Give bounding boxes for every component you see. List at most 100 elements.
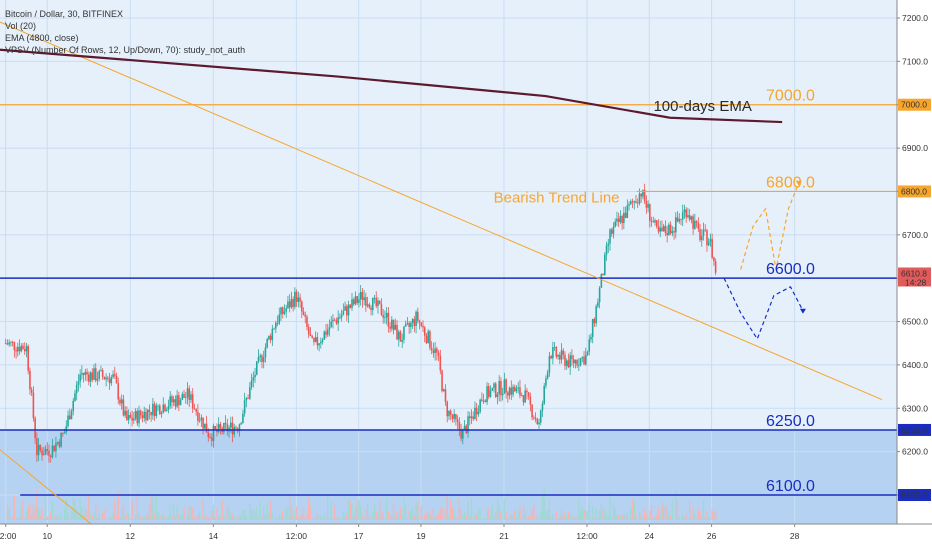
candle-body: [277, 323, 279, 324]
candle-body: [507, 392, 509, 395]
volume-bar: [216, 508, 217, 520]
candle-body: [278, 314, 280, 323]
volume-bar: [436, 515, 437, 520]
volume-bar: [145, 515, 146, 520]
candle-body: [306, 317, 308, 327]
volume-bar: [654, 517, 655, 520]
price-tick-label: 6400.0: [902, 360, 928, 370]
candle-body: [590, 337, 592, 339]
candle-body: [363, 297, 365, 300]
candle-body: [559, 355, 561, 360]
candle-body: [607, 243, 609, 245]
candle-body: [263, 357, 265, 362]
candle-body: [659, 228, 661, 232]
candle-body: [561, 350, 563, 359]
volume-bar: [561, 510, 562, 520]
volume-bar: [329, 519, 330, 520]
volume-bar: [647, 518, 648, 520]
candle-body: [351, 299, 353, 307]
candle-body: [304, 315, 306, 317]
candle-body: [498, 381, 500, 394]
candle-body: [138, 411, 140, 424]
volume-bar: [10, 519, 11, 520]
volume-bar: [358, 500, 359, 520]
candle-body: [668, 225, 670, 236]
candle-body: [57, 442, 59, 443]
volume-bar: [692, 507, 693, 520]
volume-bar: [504, 499, 505, 520]
volume-bar: [569, 513, 570, 520]
candle-body: [375, 298, 377, 306]
candle-body: [382, 315, 384, 318]
volume-bar: [505, 512, 506, 520]
volume-bar: [331, 501, 332, 520]
volume-bar: [142, 518, 143, 520]
volume-bar: [440, 509, 441, 520]
candle-body: [22, 346, 24, 349]
volume-bar: [542, 495, 543, 520]
candle-body: [526, 391, 528, 393]
candle-body: [419, 321, 421, 323]
candle-body: [457, 419, 459, 422]
candle-body: [136, 411, 138, 423]
candle-body: [7, 343, 9, 344]
volume-bar: [677, 501, 678, 520]
candle-body: [230, 423, 232, 428]
candle-body: [74, 393, 76, 401]
volume-bar: [140, 517, 141, 520]
candle-body: [708, 242, 710, 246]
volume-bar: [291, 506, 292, 520]
candle-body: [17, 347, 19, 351]
candle-body: [299, 297, 301, 301]
candle-body: [145, 412, 147, 420]
volume-bar: [544, 488, 545, 520]
volume-bar: [407, 519, 408, 520]
candle-body: [426, 336, 428, 343]
volume-bar: [613, 501, 614, 520]
volume-bar: [31, 515, 32, 520]
volume-bar: [232, 513, 233, 520]
candle-body: [93, 368, 95, 380]
candle-body: [481, 400, 483, 401]
volume-bar: [254, 511, 255, 520]
candle-body: [194, 409, 196, 410]
volume-bar: [362, 515, 363, 520]
level-label-6600.0: 6600.0: [766, 261, 815, 278]
candle-body: [400, 332, 402, 342]
volume-bar: [156, 495, 157, 520]
volume-bar: [346, 515, 347, 520]
volume-bar: [564, 512, 565, 520]
volume-bar: [689, 501, 690, 520]
volume-bar: [421, 505, 422, 520]
volume-bar: [100, 519, 101, 520]
volume-bar: [479, 509, 480, 520]
volume-bar: [208, 517, 209, 520]
volume-bar: [642, 516, 643, 520]
volume-bar: [69, 518, 70, 520]
volume-bar: [415, 502, 416, 520]
volume-bar: [166, 518, 167, 520]
volume-bar: [337, 516, 338, 520]
volume-bar: [287, 508, 288, 520]
volume-bar: [476, 515, 477, 520]
volume-bar: [234, 516, 235, 520]
volume-bar: [29, 503, 30, 520]
volume-bar: [251, 510, 252, 520]
volume-bar: [311, 519, 312, 520]
candle-body: [490, 391, 492, 397]
candle-body: [156, 406, 158, 416]
legend-indicator-vpsv: VPSV (Number Of Rows, 12, Up/Down, 70): …: [5, 45, 245, 55]
volume-bar: [320, 516, 321, 520]
volume-bar: [152, 497, 153, 520]
price-axis[interactable]: [897, 0, 932, 524]
volume-bar: [112, 513, 113, 520]
candle-body: [429, 331, 431, 348]
candle-body: [497, 394, 499, 397]
volume-bar: [488, 508, 489, 520]
candle-body: [26, 346, 28, 351]
candle-body: [654, 220, 656, 222]
candle-body: [483, 401, 485, 402]
candle-body: [285, 308, 287, 311]
